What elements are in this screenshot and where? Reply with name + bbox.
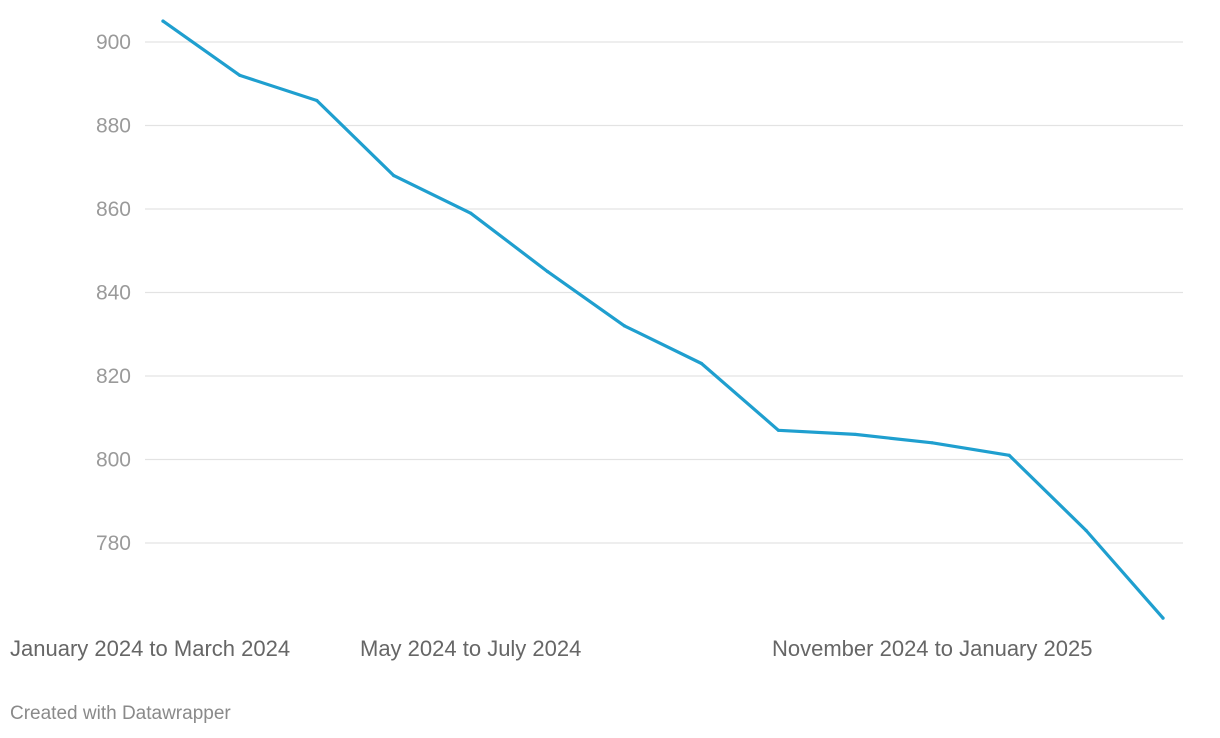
y-tick-label: 840 [96,282,131,305]
data-point [161,19,165,23]
series-layer [161,19,1165,620]
y-tick-label: 780 [96,532,131,555]
x-tick-label: January 2024 to March 2024 [10,636,290,661]
y-tick-label: 860 [96,198,131,221]
data-point [930,441,934,445]
data-point [469,211,473,215]
y-tick-label: 900 [96,31,131,54]
data-point [853,432,857,437]
x-tick-label: May 2024 to July 2024 [360,636,581,661]
gridlines [145,41,1183,544]
y-axis-tick-labels: 900 880 860 840 820 800 780 [96,31,131,555]
data-point [238,73,242,77]
data-point [1007,453,1011,457]
datawrapper-credit: Created with Datawrapper [10,703,231,724]
data-point [776,428,780,432]
data-point [1161,616,1165,620]
y-tick-label: 800 [96,449,131,472]
data-point [1084,528,1088,533]
series-line [161,19,1165,620]
data-point [546,270,550,274]
x-axis-tick-labels: January 2024 to March 2024 May 2024 to Ju… [10,636,1092,661]
data-point [315,98,319,103]
data-point [622,324,627,328]
y-tick-label: 880 [96,115,131,138]
y-tick-label: 820 [96,365,131,388]
data-point [699,361,704,366]
x-tick-label: November 2024 to January 2025 [772,636,1092,661]
data-point [392,174,396,178]
